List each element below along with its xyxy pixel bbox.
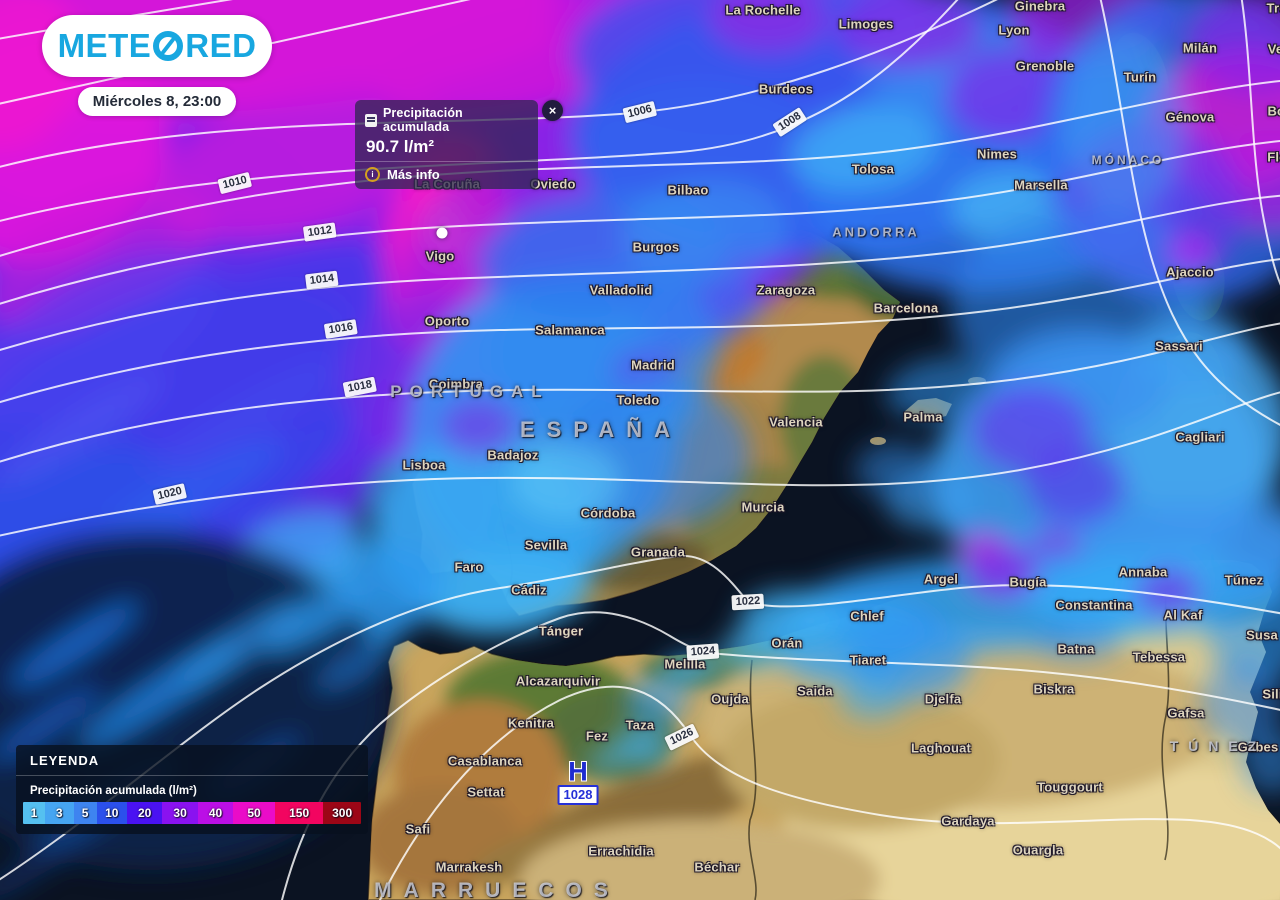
legend-segment-50: 50 (233, 802, 275, 824)
tooltip-divider (355, 161, 538, 162)
precipitation-layer-icon (365, 113, 377, 127)
precipitation-tooltip: Precipitación acumulada 90.7 l/m² i Más … (355, 100, 538, 189)
more-info-button[interactable]: i Más info (365, 167, 528, 184)
legend-divider (16, 775, 368, 776)
more-info-label: Más info (387, 167, 440, 182)
legend-scale-label: Precipitación acumulada (l/m²) (30, 785, 197, 797)
tooltip-title: Precipitación acumulada (383, 106, 463, 134)
high-pressure-symbol: H (568, 756, 588, 787)
legend-segment-3: 3 (44, 802, 74, 824)
logo-text-left: METE (57, 27, 152, 64)
tooltip-close-button[interactable]: × (542, 100, 563, 121)
legend-color-scale: 1 3 5 10 20 30 40 50 150 300 (23, 802, 361, 824)
legend-segment-20: 20 (126, 802, 163, 824)
map-point-marker[interactable] (436, 227, 448, 239)
legend-segment-300: 300 (323, 802, 361, 824)
meteored-o-icon (153, 31, 184, 61)
legend-segment-30: 30 (162, 802, 198, 824)
legend-segment-150: 150 (274, 802, 324, 824)
legend-segment-40: 40 (197, 802, 234, 824)
legend-segment-10: 10 (96, 802, 127, 824)
tooltip-value: 90.7 l/m² (366, 137, 435, 156)
datetime-badge: Miércoles 8, 23:00 (78, 87, 236, 116)
high-pressure-value: 1028 (557, 785, 599, 805)
legend-segment-1: 1 (23, 802, 45, 824)
meteored-logo: METE RED (42, 15, 272, 77)
legend-title: LEYENDA (30, 753, 100, 768)
legend-panel: LEYENDA Precipitación acumulada (l/m²) 1… (16, 745, 368, 834)
legend-segment-5: 5 (73, 802, 97, 824)
logo-text-right: RED (185, 27, 257, 64)
info-icon: i (365, 167, 380, 182)
